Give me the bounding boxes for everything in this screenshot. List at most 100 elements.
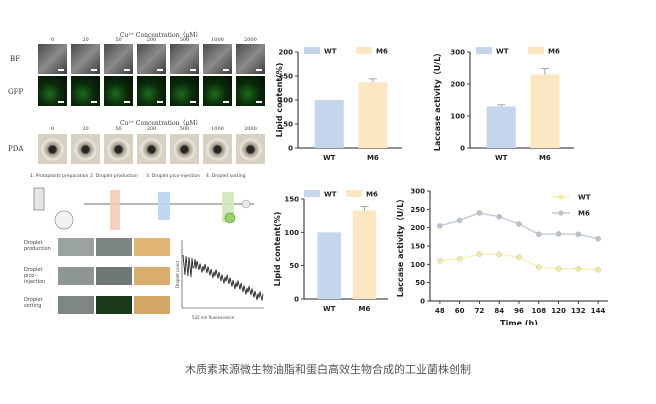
- legend-label: M6: [548, 48, 560, 56]
- scale-bar: [157, 101, 163, 103]
- y-tick-label: 100: [278, 97, 293, 105]
- bf-micrograph: [38, 44, 67, 74]
- bar-wt: [314, 100, 344, 148]
- figure-caption: 木质素来源微生物油脂和蛋白高效生物合成的工业菌株创制: [185, 363, 471, 376]
- histogram-trace: [182, 254, 264, 301]
- y-tick-label: 300: [410, 188, 425, 196]
- y-axis-title: Lipid content(%): [275, 63, 284, 138]
- legend-label: WT: [578, 194, 591, 202]
- y-tick-label: 100: [450, 113, 465, 121]
- x-tick-label: 60: [455, 307, 465, 315]
- bf-micrograph: [236, 44, 265, 74]
- protoplast-icon: [54, 210, 74, 230]
- x-tick-label: WT: [323, 154, 336, 162]
- y-tick-label: 0: [288, 145, 293, 153]
- bar-wt: [317, 232, 341, 299]
- x-tick-label: M6: [359, 305, 371, 313]
- concentration-tick: 20: [82, 37, 89, 43]
- bar-m6: [352, 210, 377, 299]
- scale-bar: [190, 101, 196, 103]
- scale-bar: [256, 69, 262, 71]
- concentration-title-2: Cu²⁺ Concentration（μM）: [120, 120, 202, 127]
- concentration-tick: 500: [179, 126, 190, 132]
- bf-micrograph: [170, 44, 199, 74]
- legend-swatch: [346, 190, 362, 197]
- droplet-thumb: [58, 267, 94, 285]
- data-point-wt: [536, 264, 542, 271]
- bar-m6: [530, 74, 560, 148]
- row-label-bf: BF: [10, 55, 21, 63]
- scale-bar: [91, 69, 97, 71]
- x-tick-label: 84: [494, 307, 504, 315]
- bf-micrograph: [104, 44, 133, 74]
- pda-plate: [104, 134, 133, 164]
- production-zone: [110, 190, 120, 230]
- laccase-activity-time-chart: 0 50 100 150 200 250 300 48 60 72 84 96 108 120 132 144…: [395, 188, 608, 325]
- fungal-colony: [239, 138, 262, 161]
- bar-wt: [486, 106, 516, 148]
- histogram-xlabel: 532 nm fluorescence: [192, 315, 235, 320]
- fluorescence-histogram: [181, 240, 264, 309]
- legend-label: WT: [496, 48, 509, 56]
- data-point-m6: [595, 235, 601, 242]
- x-tick-label: 48: [435, 307, 445, 315]
- y-axis-title: Laccase activity（U/L）: [432, 49, 442, 152]
- data-point-m6: [575, 231, 582, 238]
- gfp-micrograph: [203, 76, 232, 106]
- fungal-colony: [140, 138, 163, 161]
- pda-plate: [236, 134, 265, 164]
- legend-label: M6: [376, 48, 388, 56]
- laccase-activity-bar-chart: 0 100 200 300 WT M6 Laccase activity（U/L） WT M6: [432, 47, 574, 162]
- legend-swatch: [356, 47, 372, 54]
- scale-bar: [58, 101, 64, 103]
- bf-micrograph: [203, 44, 232, 74]
- pda-plate: [203, 134, 232, 164]
- scale-bar: [58, 69, 64, 71]
- data-point-m6: [456, 217, 463, 224]
- data-point-m6: [496, 213, 502, 220]
- data-point-wt: [555, 265, 562, 272]
- concentration-tick: 50: [115, 126, 122, 132]
- droplet-thumb: [134, 267, 170, 285]
- workflow-step-4: 4. Droplet sorting: [206, 174, 246, 179]
- scale-bar: [91, 101, 97, 103]
- y-tick-label: 0: [294, 296, 299, 304]
- y-tick-label: 250: [410, 206, 425, 214]
- data-point-m6: [536, 231, 542, 238]
- scale-bar: [157, 69, 163, 71]
- x-tick-label: WT: [495, 154, 508, 162]
- legend-label: M6: [578, 210, 590, 218]
- x-axis-title: Time (h): [500, 319, 538, 325]
- micrograph-panel: Cu²⁺ Concentration（μM） 0 20 50 200 500 1000 20…: [8, 30, 265, 165]
- scale-bar: [190, 69, 196, 71]
- y-tick-label: 100: [410, 261, 425, 269]
- x-tick-label: 72: [475, 307, 485, 315]
- legend-swatch: [304, 47, 320, 54]
- droplet-thumb: [134, 296, 170, 314]
- y-tick-label: 50: [415, 279, 425, 287]
- data-point-m6: [476, 210, 483, 216]
- concentration-tick: 0: [50, 126, 55, 132]
- workflow-step-3: 3. Droplet pico-injection: [146, 174, 201, 179]
- concentration-tick: 1000: [211, 126, 224, 132]
- droplet-thumb: [58, 238, 94, 256]
- gfp-micrograph: [137, 76, 166, 106]
- legend-marker: [558, 194, 564, 200]
- data-point-wt: [496, 251, 502, 258]
- data-point-wt: [516, 254, 522, 260]
- gfp-micrograph: [104, 76, 133, 106]
- data-point-m6: [555, 231, 562, 237]
- bf-micrograph: [137, 44, 166, 74]
- legend-marker: [558, 210, 564, 216]
- x-tick-label: WT: [323, 305, 336, 313]
- bar-m6: [358, 82, 388, 148]
- y-axis-title: Lipid content(%): [273, 212, 282, 287]
- y-tick-label: 200: [450, 81, 465, 89]
- legend-label: WT: [324, 48, 337, 56]
- bf-micrograph: [71, 44, 100, 74]
- y-tick-label: 150: [284, 196, 299, 204]
- y-axis-title: Laccase activity（U/L）: [395, 195, 405, 298]
- x-tick-label: 96: [514, 307, 524, 315]
- row-label-pda: PDA: [8, 145, 24, 153]
- gfp-micrograph: [170, 76, 199, 106]
